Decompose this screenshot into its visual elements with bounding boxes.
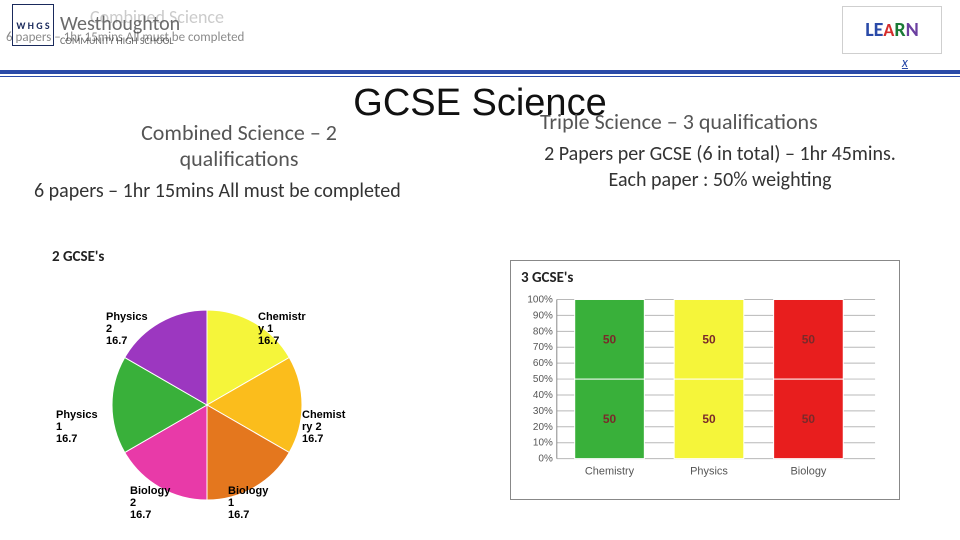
y-axis-label: 100% bbox=[527, 294, 553, 305]
right-column: Triple Science – 3 qualifications 2 Pape… bbox=[500, 108, 940, 193]
learn-letter: N bbox=[906, 18, 919, 42]
left-subtext: 6 papers – 1hr 15mins All must be comple… bbox=[34, 179, 444, 204]
bar-value-label: 50 bbox=[802, 412, 816, 426]
bar-value-label: 50 bbox=[802, 332, 816, 346]
left-heading-l1: Combined Science – 2 bbox=[141, 119, 337, 146]
y-axis-label: 30% bbox=[533, 406, 553, 417]
ghost-heading: Combined Science bbox=[90, 6, 224, 28]
y-axis-label: 0% bbox=[538, 454, 553, 465]
y-axis-label: 50% bbox=[533, 374, 553, 385]
learn-letter: A bbox=[883, 19, 894, 41]
right-sub-l2: Each paper : 50% weighting bbox=[609, 168, 832, 192]
header: W H G S Westhoughton COMMUNITY HIGH SCHO… bbox=[0, 0, 960, 60]
header-divider-thin bbox=[0, 76, 960, 77]
right-sub-l1: 2 Papers per GCSE (6 in total) – 1hr 45m… bbox=[544, 142, 896, 166]
bar-value-label: 50 bbox=[702, 332, 716, 346]
pie-chart: Chemistry 116.7 Chemistry 216.7 Biology116… bbox=[52, 270, 362, 530]
learn-letter: E bbox=[874, 18, 884, 42]
bar-category-label: Physics bbox=[690, 466, 728, 478]
y-axis-label: 10% bbox=[533, 438, 553, 449]
learn-logo: LEARN bbox=[842, 6, 942, 54]
bar-category-label: Chemistry bbox=[585, 466, 635, 478]
learn-letter: R bbox=[894, 18, 905, 42]
y-axis-label: 70% bbox=[533, 342, 553, 353]
y-axis-label: 80% bbox=[533, 326, 553, 337]
bar-value-label: 50 bbox=[603, 412, 617, 426]
pie-slice-label: Chemistry 116.7 bbox=[258, 311, 306, 347]
right-heading: Triple Science – 3 qualifications bbox=[540, 108, 940, 135]
left-heading-l2: qualifications bbox=[180, 145, 299, 172]
header-divider bbox=[0, 70, 960, 74]
pie-chart-box: 2 GCSE's Chemistry 116.7Chemistry 216.7B… bbox=[52, 248, 362, 508]
pie-slice-label: Chemistry 216.7 bbox=[302, 409, 346, 445]
pie-slice-label: Biology116.7 bbox=[228, 485, 269, 521]
ghost-subheading: 6 papers – 1hr 15mins All must be comple… bbox=[6, 30, 244, 45]
bar-chart: 0% 10% 20% 30% 40% 50% 60% 70% 80% 90% 100% 50 50 Che… bbox=[521, 291, 889, 491]
learn-x-icon: x bbox=[902, 54, 908, 71]
bar-value-label: 50 bbox=[603, 332, 617, 346]
y-axis-label: 90% bbox=[533, 310, 553, 321]
pie-slice-label: Physics116.7 bbox=[56, 409, 98, 445]
learn-letter: L bbox=[865, 18, 873, 42]
pie-title: 2 GCSE's bbox=[52, 248, 362, 266]
pie-slice-label: Biology216.7 bbox=[130, 485, 171, 521]
y-axis-label: 60% bbox=[533, 358, 553, 369]
y-axis-label: 40% bbox=[533, 390, 553, 401]
bar-chart-box: 3 GCSE's 0% 10% 20% 30% 40% 50% 60% 70% 80% 90% 10… bbox=[510, 260, 900, 500]
bar-value-label: 50 bbox=[702, 412, 716, 426]
y-axis-label: 20% bbox=[533, 422, 553, 433]
bar-category-label: Biology bbox=[791, 466, 827, 478]
bar-title: 3 GCSE's bbox=[521, 269, 889, 287]
left-column: Combined Science – 2 qualifications 6 pa… bbox=[34, 120, 444, 204]
